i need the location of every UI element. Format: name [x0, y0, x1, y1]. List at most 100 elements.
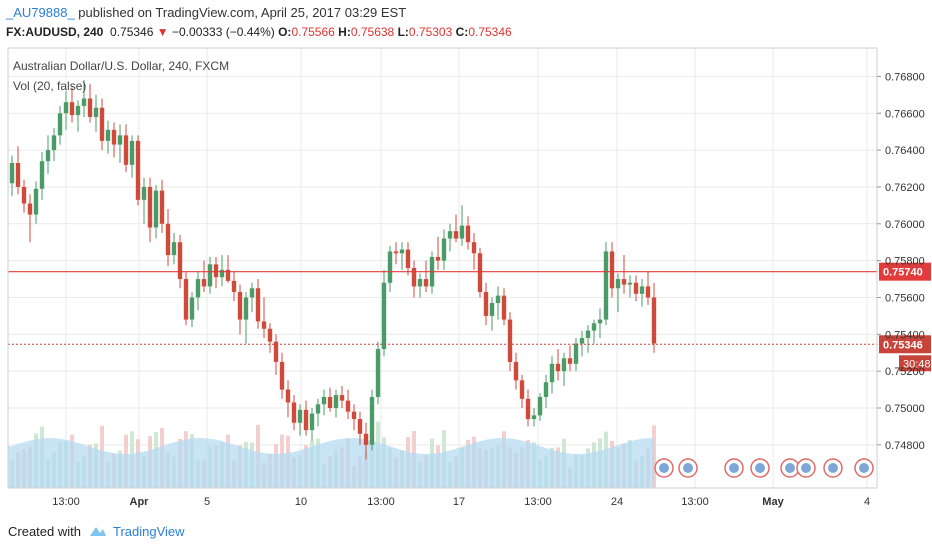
candle-body [627, 282, 633, 285]
candle-body [483, 291, 489, 316]
candle-body [519, 380, 525, 399]
candle-body [303, 409, 309, 431]
candle-body [273, 341, 279, 362]
event-flag-icon-center [828, 463, 838, 473]
event-flag-icon-center [659, 463, 669, 473]
candle-body [447, 231, 453, 239]
low-label: L: [397, 25, 409, 39]
price-tick-label: 0.75200 [885, 366, 925, 378]
quote-line: FX:AUDUSD, 240 0.75346 ▼ −0.00333 (−0.44… [6, 25, 512, 39]
candle-body [399, 249, 405, 254]
price-axis[interactable]: 0.76800 0.76600 0.76400 0.76200 0.76000 0.758… [877, 71, 925, 452]
resistance-label-box [879, 262, 931, 281]
price-tick-label: 0.75600 [885, 292, 925, 304]
event-flags[interactable] [654, 458, 874, 478]
tradingview-link[interactable]: TradingView [112, 523, 185, 539]
time-tick-label: 24 [611, 496, 623, 508]
candle-body [213, 264, 219, 278]
change-arrow-icon: ▼ [156, 25, 169, 39]
candle-body [285, 389, 291, 403]
candle-body [567, 358, 573, 364]
candle-body [69, 102, 75, 116]
candle-body [165, 223, 171, 256]
candle-body [105, 129, 111, 141]
candle-body [321, 396, 327, 405]
event-flag-icon-center [755, 463, 765, 473]
candle-body [279, 361, 285, 390]
candle-body [561, 358, 567, 372]
candle-body [543, 382, 549, 397]
time-axis[interactable]: 13:00 Apr 5 10 13:00 17 13:00 24 13:00 May 4 [52, 496, 870, 508]
candle-body [171, 242, 177, 256]
candle-body [309, 413, 315, 431]
candle-body [501, 295, 507, 320]
candle-body [195, 279, 201, 298]
time-tick-label: 13:00 [367, 496, 395, 508]
candle-body [633, 282, 639, 294]
candle-body [513, 361, 519, 381]
candle-body [111, 129, 117, 145]
author-link[interactable]: _AU79888_ [6, 5, 75, 20]
candle-body [27, 203, 33, 215]
candle-body [375, 349, 381, 397]
close-label: C: [455, 25, 469, 39]
candle-body [33, 188, 39, 215]
candle-body [471, 242, 477, 254]
footer: Created with TradingView [8, 520, 185, 542]
price-tick-label: 0.76600 [885, 108, 925, 120]
candle-body [579, 338, 585, 344]
price-lines: 0.75740 0.75346 30:48 [8, 262, 931, 372]
candle-body [39, 161, 45, 189]
candle-body [435, 256, 441, 261]
candle-body [315, 404, 321, 414]
plot-border [7, 47, 878, 489]
change-value: −0.00333 (−0.44%) [172, 25, 275, 39]
candle-body [357, 419, 363, 434]
candle-body [129, 140, 135, 165]
candle-body [141, 186, 147, 200]
price-tick-label: 0.75400 [885, 329, 925, 341]
publication-info: _AU79888_ published on TradingView.com, … [6, 5, 406, 20]
price-tick-label: 0.75000 [885, 403, 925, 415]
candlesticks [9, 80, 657, 460]
candle-body [15, 163, 21, 187]
candle-body [327, 396, 333, 408]
candle-body [573, 343, 579, 364]
candle-body [333, 395, 339, 408]
time-tick-label: 10 [295, 496, 307, 508]
current-price-box [879, 335, 931, 354]
time-tick-label: 17 [453, 496, 465, 508]
candle-body [591, 323, 597, 331]
candle-body [267, 328, 273, 342]
time-tick-label: Apr [130, 496, 150, 508]
price-tick-label: 0.76200 [885, 182, 925, 194]
symbol-label: FX:AUDUSD, 240 [6, 25, 104, 39]
candle-body [21, 186, 27, 204]
candle-body [363, 433, 369, 445]
candle-body [345, 400, 351, 412]
candle-body [9, 163, 15, 184]
candle-body [537, 396, 543, 416]
candle-body [249, 288, 255, 298]
time-tick-label: 13:00 [681, 496, 709, 508]
candle-body [183, 279, 189, 320]
candle-body [57, 113, 63, 136]
created-with-text: Created with [8, 523, 81, 539]
candle-body [615, 279, 621, 289]
candle-body [495, 295, 501, 303]
candle-body [645, 286, 651, 298]
price-chart[interactable]: 0.75740 0.75346 30:48 0.76800 0.76600 0.7640… [0, 0, 932, 520]
candle-body [123, 135, 129, 165]
candle-body [621, 279, 627, 285]
candle-body [219, 269, 225, 278]
time-tick-label: 4 [864, 496, 870, 508]
time-tick-label: 13:00 [524, 496, 552, 508]
candle-body [603, 251, 609, 320]
candle-body [117, 135, 123, 145]
event-flag-icon-center [729, 463, 739, 473]
candle-body [51, 135, 57, 151]
candle-body [81, 98, 87, 106]
candle-body [411, 268, 417, 287]
candle-body [135, 140, 141, 200]
candle-body [153, 190, 159, 228]
